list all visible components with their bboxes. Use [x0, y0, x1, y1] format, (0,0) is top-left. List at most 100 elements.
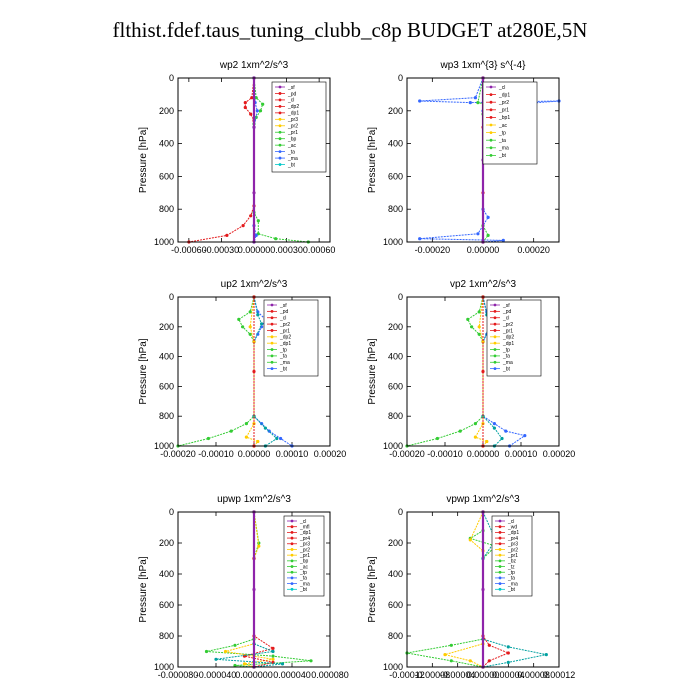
data-point	[485, 439, 489, 444]
data-point	[476, 232, 480, 236]
y-tick-label: 0	[398, 507, 403, 517]
legend-entry: _pr1	[279, 328, 290, 334]
x-tick-label: -0.00012	[389, 670, 425, 680]
legend-entry: _mfl	[299, 524, 309, 530]
data-point	[476, 101, 480, 105]
legend-entry: _pr2	[498, 100, 509, 106]
legend-marker	[270, 341, 274, 345]
legend-entry: _tp	[498, 130, 506, 136]
legend-marker	[489, 146, 493, 150]
legend-marker	[498, 542, 502, 546]
data-point	[223, 649, 228, 654]
data-point	[473, 422, 477, 426]
legend-marker	[278, 124, 282, 128]
legend-marker	[290, 587, 294, 591]
plot-frame	[177, 296, 331, 447]
legend-marker	[290, 565, 294, 568]
legend-marker	[498, 559, 502, 563]
legend-marker	[290, 553, 294, 557]
data-point	[468, 538, 472, 542]
series-line	[474, 296, 488, 447]
legend-marker	[278, 150, 282, 154]
legend-box	[482, 81, 538, 165]
legend-marker	[489, 131, 493, 135]
legend-entry: _bt	[498, 153, 507, 159]
legend-marker	[270, 367, 274, 371]
legend-marker	[489, 93, 493, 96]
legend-entry: _pd	[287, 91, 297, 97]
x-tick-label: 0.00012	[543, 670, 576, 680]
y-tick-label: 400	[159, 139, 174, 149]
data-point	[254, 233, 258, 237]
legend-entry: _cl	[507, 519, 514, 525]
data-point	[271, 654, 275, 658]
series-pr2	[443, 510, 485, 669]
legend-entry: _pr2	[507, 547, 518, 553]
data-point	[214, 657, 218, 661]
legend-entry: _ta	[502, 354, 510, 360]
legend-entry: _ac	[299, 564, 309, 570]
legend-marker	[278, 85, 282, 89]
data-point	[271, 646, 275, 651]
y-axis-label: Pressure [hPa]	[367, 338, 378, 404]
legend-box	[486, 299, 542, 377]
data-point	[492, 422, 496, 426]
legend-marker	[498, 530, 502, 534]
y-tick-label: 600	[159, 381, 174, 391]
x-tick-label: -0.000080	[158, 670, 199, 680]
legend-entry: _sf	[502, 303, 510, 309]
data-point	[486, 233, 490, 237]
data-point	[258, 109, 263, 113]
data-point	[252, 414, 256, 418]
x-tick-label: 0.00030	[270, 245, 303, 255]
data-point	[458, 429, 462, 433]
legend-entry: _cl	[498, 85, 505, 91]
x-tick-label: 0.00060	[303, 245, 336, 255]
data-point	[435, 436, 439, 441]
data-point	[481, 587, 485, 592]
legend-marker	[489, 116, 493, 119]
data-point	[449, 659, 453, 663]
legend: _sf_pd_cl_pr2_pr1_dp2_dp1_tp_ta_ma_bt	[486, 299, 542, 377]
y-tick-label: 800	[388, 631, 403, 641]
plot-frame	[406, 296, 560, 447]
legend-marker	[489, 85, 493, 89]
data-point	[468, 101, 472, 105]
legend-marker	[290, 559, 294, 563]
legend-entry: _pr4	[299, 536, 310, 542]
data-point	[206, 436, 210, 441]
legend-marker	[278, 163, 282, 166]
legend-marker	[493, 354, 497, 358]
series-line	[406, 296, 484, 447]
series-pd	[187, 76, 256, 244]
x-tick-label: -0.00004	[440, 670, 476, 680]
data-point	[279, 436, 283, 441]
legend-entry: _dp1	[502, 341, 514, 347]
legend-marker	[493, 303, 497, 307]
data-point	[271, 657, 275, 661]
x-tick-label: -0.00008	[415, 670, 451, 680]
legend-marker	[498, 570, 502, 574]
series-line	[177, 296, 255, 447]
legend-entry: _pr2	[287, 124, 298, 130]
x-tick-label: 0.00008	[517, 670, 550, 680]
panel-6: vpwp 1xm^2/s^3 Pressure [hPa] 0 200 400 600 80…	[367, 494, 575, 680]
y-tick-label: 0	[169, 73, 174, 83]
data-point	[418, 237, 422, 241]
y-tick-label: 600	[388, 171, 403, 181]
y-tick-label: 400	[388, 352, 403, 362]
series-pd	[242, 510, 275, 669]
data-point	[237, 317, 241, 321]
series-bt	[252, 76, 256, 244]
legend-entry: _dp2	[279, 335, 291, 341]
series-pd	[252, 295, 256, 448]
data-point	[492, 426, 496, 430]
legend-entry: _pr3	[507, 542, 518, 548]
data-point	[473, 96, 477, 100]
data-point	[506, 645, 510, 649]
y-tick-label: 600	[159, 171, 174, 181]
legend-marker	[489, 100, 493, 104]
legend-marker	[493, 322, 497, 326]
data-point	[481, 369, 485, 374]
